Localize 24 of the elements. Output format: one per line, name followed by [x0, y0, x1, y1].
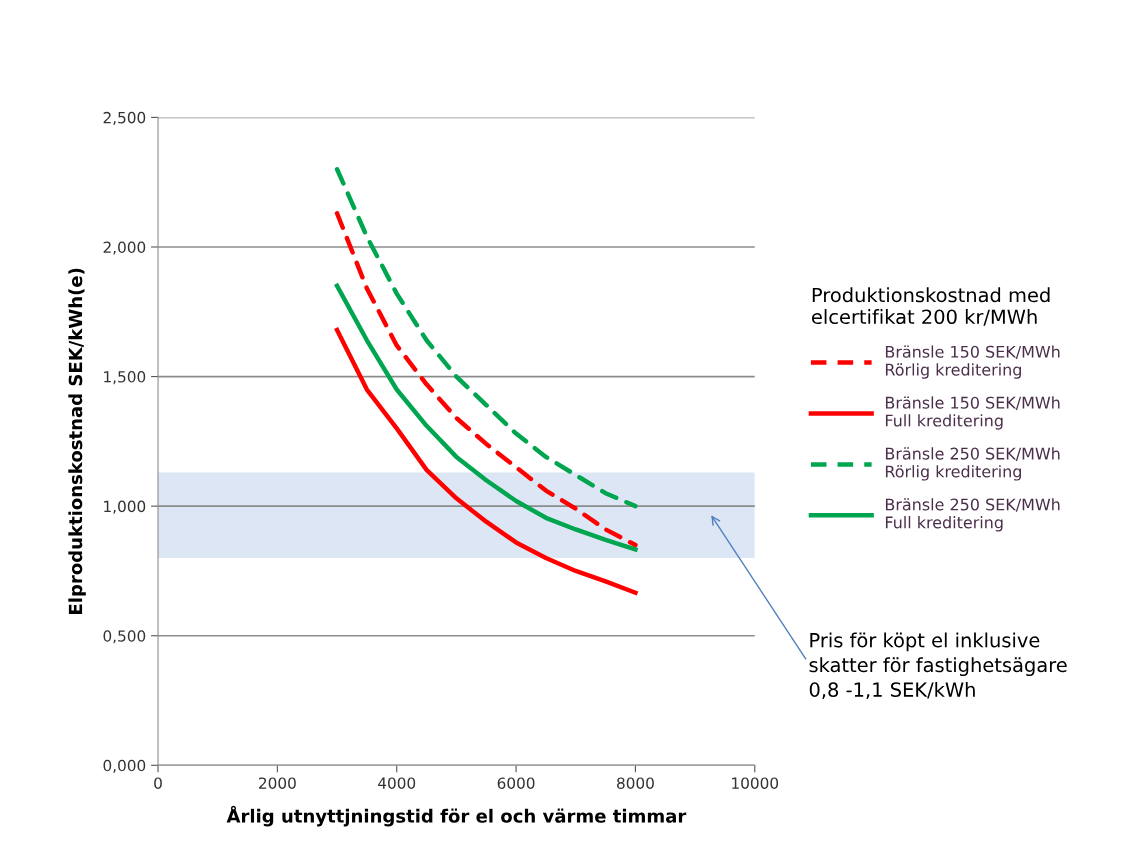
y-tick-label: 0,000 — [103, 759, 146, 773]
legend-title: Produktionskostnad med elcertifikat 200 kr/MWh — [811, 287, 1050, 326]
x-tick-label: 10000 — [732, 777, 779, 789]
x-tick-label: 0 — [154, 777, 162, 789]
y-tick-label: 1,000 — [104, 500, 146, 514]
x-tick-label: 6000 — [497, 777, 535, 789]
line-series — [334, 211, 638, 548]
y-tick-label: 0,500 — [103, 630, 146, 644]
x-axis-title: Årlig utnyttjningstid för el och värme timmar — [226, 805, 687, 827]
text: Pris för köpt el inklusive skatter för fastighetsägare 0,8 -1,1 SEK/kWh — [809, 632, 1067, 699]
y-tick-label: 1,500 — [104, 371, 146, 385]
line-series — [334, 283, 638, 552]
y-axis-title: Elproduktionskostnad SEK/kWh(e) — [68, 268, 86, 614]
legend-label: Bränsle 150 SEK/MWh Full kreditering — [885, 396, 1060, 430]
y-tick-label: 2,000 — [103, 241, 146, 255]
x-tick-label: 4000 — [378, 777, 416, 789]
x-tick-label: 2000 — [259, 777, 296, 789]
line-series — [334, 167, 638, 509]
legend-label: Bränsle 150 SEK/MWh Rörlig kreditering — [885, 345, 1060, 379]
x-tick-label: 8000 — [617, 777, 654, 789]
y-tick-label: 2,500 — [103, 111, 146, 125]
legend-label: Bränsle 250 SEK/MWh Full kreditering — [885, 498, 1060, 532]
legend-label: Bränsle 250 SEK/MWh Rörlig kreditering — [885, 447, 1060, 481]
line-series — [334, 327, 638, 595]
